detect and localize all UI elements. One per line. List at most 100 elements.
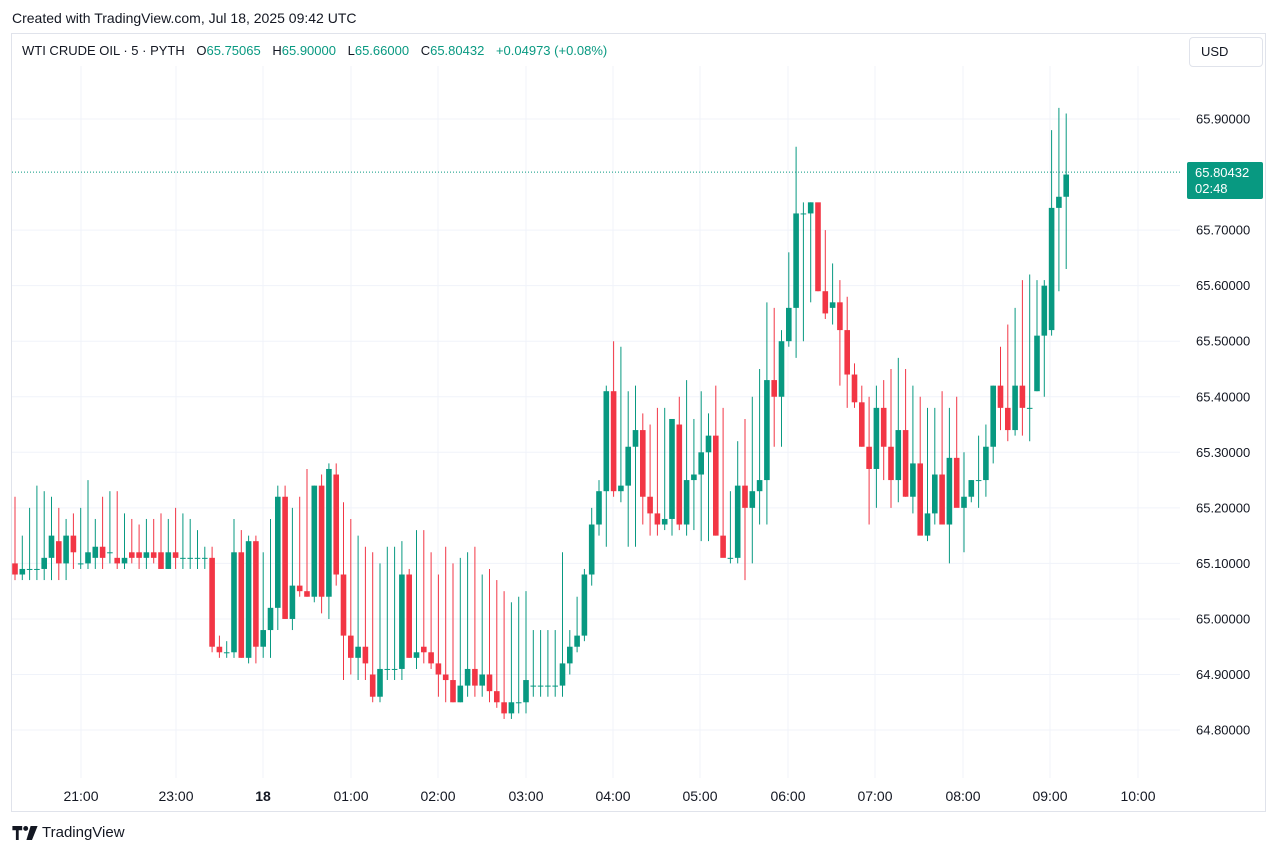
candle [333,463,339,586]
candle-body [902,430,909,497]
tradingview-brand[interactable]: TradingView [12,824,125,841]
candle [975,435,982,508]
candle-body [304,591,310,597]
candle [669,418,675,536]
candle-body [895,430,902,481]
candle-body [1012,385,1018,431]
change-value: +0.04973 (+0.08%) [495,43,608,58]
candle [56,507,62,581]
time-axis: 21:00 23:00 18 01:00 02:00 03:00 04:00 05:00 06:… [63,788,1155,804]
candle [406,568,412,658]
candle [873,385,880,508]
low-value: 65.66000 [354,43,410,58]
candle [968,480,975,503]
candle-body [713,435,719,536]
candle [786,252,792,347]
candle-body [508,702,515,714]
candle-body [596,491,602,525]
candle [603,385,610,547]
candle [245,535,252,664]
candle [384,546,391,681]
candle-body [421,646,427,653]
candle-body [727,557,734,559]
candle-body [494,691,500,703]
candle [494,580,500,708]
candle [515,596,522,714]
candle-body [567,646,573,664]
candle [837,280,843,386]
candle-body [216,646,223,653]
candle-body [311,485,318,597]
candle-body [1041,285,1048,336]
tradingview-brand-text: TradingView [42,824,125,841]
candle [318,474,325,614]
candle-body [194,557,201,559]
candle [1019,280,1026,436]
candle-body [844,330,850,375]
candle [19,535,26,581]
candle-body [172,552,179,558]
candle [107,491,113,564]
y-tick-label: 65.10000 [1196,556,1250,571]
candle [399,541,405,681]
candle [472,546,478,697]
candle [479,574,485,697]
candle [530,630,537,697]
candle-body [275,496,281,608]
candle-body [545,685,551,687]
candle [1056,107,1062,292]
candle [216,635,223,658]
candle-body [501,702,507,714]
candle [618,346,624,503]
candle [296,496,303,597]
candle [150,518,157,564]
candle-body [340,574,347,636]
candle [121,513,128,569]
candle [610,341,617,497]
candle-body [450,680,456,703]
candle [771,307,777,447]
candle [253,535,259,664]
candle-body [48,535,55,558]
high-label: H [272,43,282,58]
candle-body [932,474,938,514]
chart-grid [12,66,1180,778]
candle [143,518,150,569]
currency-selector[interactable]: USD [1189,37,1263,67]
candle-body [1048,207,1055,331]
candle [742,418,748,581]
bar-countdown: 02:48 [1195,181,1228,196]
candle [428,552,434,669]
candle-body [1056,196,1062,208]
candle [1048,130,1055,336]
candle [793,146,799,358]
candle-body [472,668,478,686]
candle-body [953,457,960,508]
candle [158,513,164,569]
candle [260,552,266,658]
close-label: C [420,43,431,58]
candle-body [333,474,339,575]
candle [946,407,953,564]
candle-body [676,424,683,525]
candle [63,518,69,581]
candle-body [939,474,945,525]
candle-body [851,374,858,403]
x-tick-label: 10:00 [1120,788,1155,804]
candle [939,391,945,525]
candle [202,546,208,569]
candle [326,463,332,619]
candle [902,368,909,497]
x-tick-label: 01:00 [333,788,368,804]
candle [1034,280,1040,392]
candle-body [632,430,639,447]
candle-body [479,674,485,686]
y-tick-label: 65.60000 [1196,278,1250,293]
candle-body [603,391,610,492]
x-tick-label: 05:00 [682,788,717,804]
candle-body [99,546,106,558]
candle [77,507,84,569]
candle [421,530,427,664]
candle-body [143,552,150,558]
